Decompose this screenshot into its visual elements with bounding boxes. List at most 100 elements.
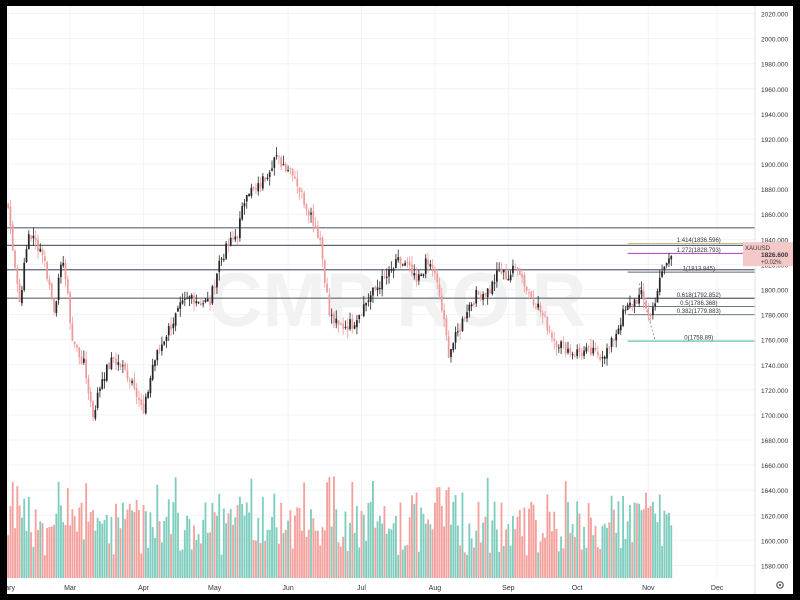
candle-body [243,203,246,207]
volume-bar [668,512,670,578]
volume-bar [195,539,198,578]
candle-body [392,268,395,271]
settings-gear-icon[interactable] [776,581,784,589]
volume-bar [34,509,37,578]
volume-bar [654,513,657,578]
volume-bar [594,525,597,578]
volume-bar [330,526,333,578]
volume-bar [385,533,388,578]
candle-body [144,396,147,414]
volume-bar [64,525,67,578]
volume-bar [305,536,308,578]
candle-body [482,294,484,300]
candle-body [186,297,188,299]
volume-bar [218,493,221,578]
volume-bar [376,521,379,578]
candle-body [234,236,237,240]
volume-bar [133,512,136,578]
volume-bar [372,480,374,578]
candle-body [473,302,475,305]
volume-bar [656,522,659,578]
volume-bar [514,529,517,578]
volume-bar [408,517,411,578]
candle-body [663,266,666,271]
candle-body [385,276,388,278]
volume-bar [300,530,303,578]
volume-bar [576,501,579,578]
candle-body [601,357,604,359]
x-tick-label: May [208,585,222,592]
volume-bar [128,503,131,578]
price-axis-panel[interactable] [755,6,793,594]
volume-bar [342,536,345,578]
volume-bar [450,524,452,578]
volume-bar [463,552,466,578]
volume-bar [606,527,608,578]
volume-bar [252,540,255,578]
y-tick-label: 1660.000 [761,463,788,470]
candle-body [115,358,117,365]
volume-bar [633,502,636,578]
volume-bar [638,503,641,578]
volume-bar [381,523,384,578]
volume-bar [206,532,209,578]
volume-bar [367,503,370,578]
volume-bar [69,525,72,578]
volume-bar [353,532,356,578]
volume-bar [489,552,491,578]
candle-body [50,283,53,298]
candle-body [624,309,627,311]
volume-bar [117,517,120,578]
volume-bar [612,509,615,578]
volume-bar [541,533,544,578]
chart-canvas[interactable]: CMP ROIR 1849.1901835.1601815.7101793.05… [7,6,793,594]
volume-bar [429,524,432,578]
price-tag-value: 1826.600 [761,252,788,259]
candle-body [571,354,574,356]
candle-body [383,276,386,278]
candle-body [245,195,248,202]
volume-bar [512,515,514,578]
candle-body [190,295,193,299]
volume-bar [647,507,650,578]
candle-body [71,323,74,341]
candle-body [202,303,205,305]
candle-body [46,261,49,279]
volume-bar [551,531,553,578]
y-tick-label: 1760.000 [761,338,788,345]
candle-body [94,409,97,419]
volume-bar [578,513,581,578]
volume-bar [25,530,28,578]
candle-body [21,290,23,304]
candle-body [420,274,423,276]
volume-bar [539,541,542,578]
volume-bar [571,524,574,578]
fib-extension-tool[interactable]: 1.414(1836.596) 1.272(1828.793) 1(1813.845… [627,238,755,342]
volume-bar [73,516,76,578]
volume-bar [596,547,599,578]
candle-body [154,360,156,367]
candle-body [151,364,154,380]
price-axis[interactable]: 2020.000 2000.000 1980.000 1960.000 1940.000… [743,6,793,594]
y-tick-label: 1740.000 [761,363,788,370]
candle-body [523,275,526,287]
candle-body [193,295,195,304]
volume-bar [298,508,301,578]
candle-body [374,286,377,290]
candle-body [80,356,83,364]
candle-body [498,269,501,271]
candle-body [658,277,661,293]
volume-bar [335,509,338,578]
volume-bar [110,517,113,578]
volume-bar [587,503,590,578]
volume-bar [564,481,567,578]
candle-body [417,274,420,281]
volume-bar [583,526,585,578]
volume-bar [181,549,184,578]
candle-body [133,379,136,389]
candle-body [156,350,159,361]
candle-body [291,168,294,176]
volume-bar [333,476,335,578]
time-axis[interactable]: uary Mar Apr May Jun Jul Aug Sep Oct Nov Dec [7,585,724,592]
volume-bar [339,546,342,578]
